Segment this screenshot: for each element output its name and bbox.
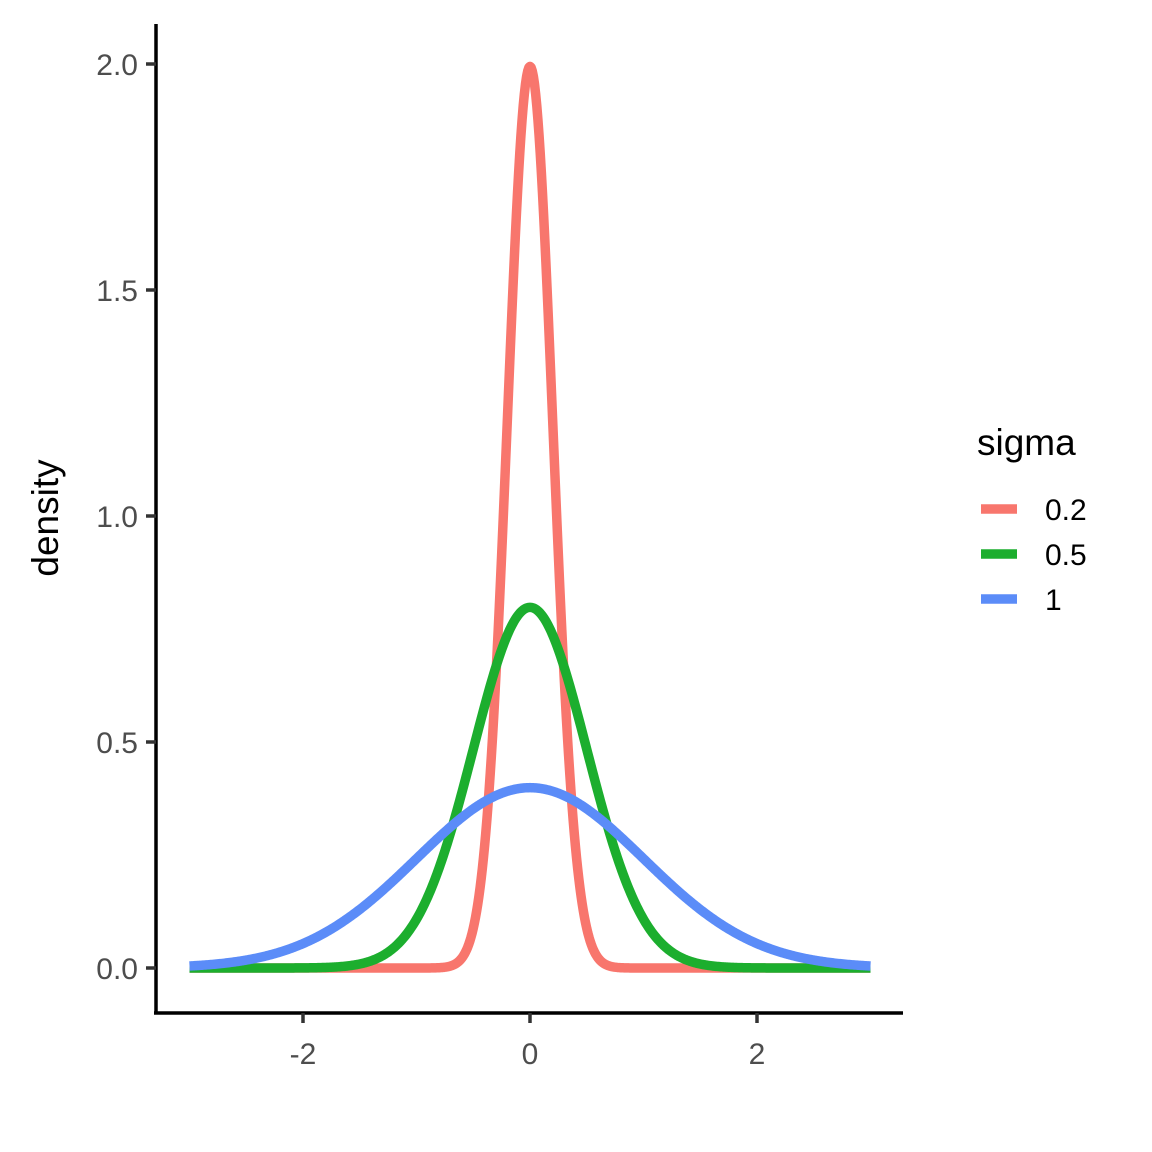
x-tick-label: 2	[749, 1038, 766, 1071]
x-tick-label: 0	[522, 1038, 539, 1071]
series-line-sigma-0-2	[185, 61, 875, 973]
legend-label: 0.2	[1045, 494, 1087, 527]
y-tick-label: 2.0	[96, 49, 138, 82]
x-tick-label: -2	[290, 1038, 317, 1071]
legend: sigma 0.2 0.5 1	[977, 422, 1087, 617]
series-line-sigma-1	[185, 782, 875, 971]
y-tick-label: 1.0	[96, 501, 138, 534]
y-axis-ticks: 0.0 0.5 1.0 1.5 2.0	[96, 49, 156, 986]
y-axis-title: density	[25, 459, 66, 577]
y-tick-label: 1.5	[96, 275, 138, 308]
series-line-sigma-0-5	[185, 602, 875, 973]
legend-label: 1	[1045, 584, 1062, 617]
x-axis-ticks: -2 0 2	[290, 1013, 766, 1071]
legend-title: sigma	[977, 422, 1076, 463]
y-tick-label: 0.5	[96, 727, 138, 760]
plot-curves	[185, 61, 875, 973]
y-tick-label: 0.0	[96, 953, 138, 986]
legend-label: 0.5	[1045, 539, 1087, 572]
